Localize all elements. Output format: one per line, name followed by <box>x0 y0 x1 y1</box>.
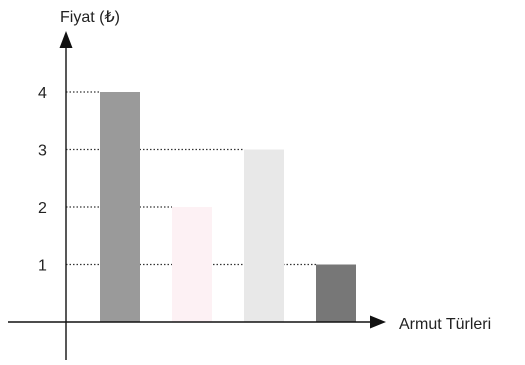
x-axis-label: Armut Türleri <box>399 316 491 333</box>
x-axis-arrow <box>370 315 386 329</box>
y-tick-label-4: 4 <box>38 85 47 102</box>
bar-2 <box>172 207 212 322</box>
y-axis-arrow <box>59 31 73 48</box>
bar-4 <box>316 264 356 322</box>
y-tick-label-2: 2 <box>38 200 47 217</box>
y-tick-label-1: 1 <box>38 258 47 275</box>
bar-1 <box>100 92 140 322</box>
bars <box>100 92 356 322</box>
bar-3 <box>244 149 284 322</box>
y-axis-label: Fiyat (₺) <box>60 9 120 26</box>
y-tick-labels: 1 2 3 4 <box>38 85 47 275</box>
y-tick-label-3: 3 <box>38 143 47 160</box>
